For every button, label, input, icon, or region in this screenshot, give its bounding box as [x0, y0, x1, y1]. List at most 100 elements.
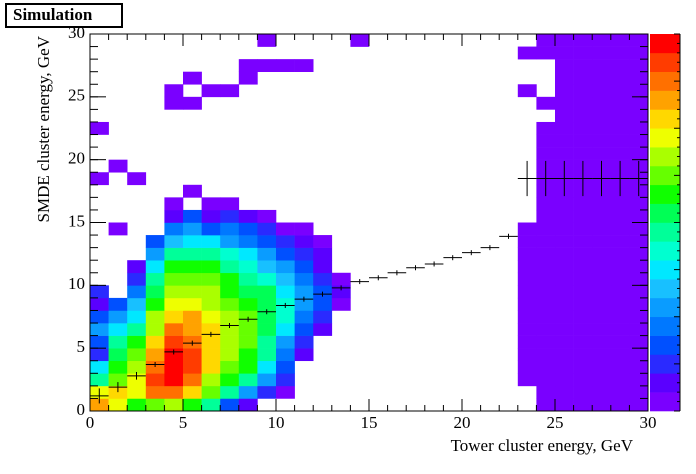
cell	[127, 385, 147, 399]
cell	[610, 71, 630, 85]
cell	[629, 310, 649, 324]
cell	[238, 297, 258, 311]
cell	[536, 335, 556, 349]
cell	[276, 247, 295, 261]
cell	[573, 59, 593, 72]
cell	[257, 385, 277, 399]
cell	[201, 197, 221, 211]
cell	[257, 59, 277, 72]
cell	[257, 348, 277, 362]
cell	[183, 96, 202, 110]
cell	[536, 96, 556, 110]
cell	[555, 46, 574, 60]
cell	[517, 335, 537, 349]
palette-box	[650, 71, 680, 91]
cell	[610, 121, 630, 135]
cell	[610, 297, 630, 311]
cell	[517, 310, 537, 324]
cell	[592, 360, 612, 374]
palette-box	[650, 184, 680, 204]
cell	[555, 96, 574, 110]
cell	[592, 71, 612, 85]
cell	[536, 323, 556, 336]
cell	[201, 360, 221, 374]
cell	[276, 385, 295, 399]
cell	[127, 172, 147, 186]
palette-box	[650, 203, 680, 223]
cell	[555, 297, 574, 311]
cell	[555, 34, 574, 47]
cell	[238, 385, 258, 399]
cell	[183, 235, 202, 248]
cell	[276, 310, 295, 324]
cell	[573, 297, 593, 311]
cell	[555, 272, 574, 286]
y-tick-label: 30	[68, 23, 85, 42]
x-tick-label: 30	[640, 413, 657, 432]
cell	[201, 235, 221, 248]
cell	[220, 373, 240, 387]
cell	[108, 398, 128, 412]
cell	[629, 46, 649, 60]
cell	[629, 235, 649, 248]
cell	[555, 147, 574, 160]
palette-box	[650, 392, 680, 412]
cell	[629, 335, 649, 349]
palette-box	[650, 279, 680, 299]
cell	[127, 310, 147, 324]
cell	[536, 260, 556, 274]
cell	[183, 260, 202, 274]
cell	[183, 398, 202, 412]
y-tick-label: 20	[68, 149, 85, 168]
cell	[294, 335, 314, 349]
cell	[610, 247, 630, 261]
x-tick-label: 0	[86, 413, 95, 432]
cell	[276, 222, 295, 236]
cell	[201, 260, 221, 274]
cell	[238, 272, 258, 286]
cell	[536, 310, 556, 324]
cell	[183, 297, 202, 311]
cell	[164, 84, 184, 98]
cell	[90, 121, 109, 135]
cell	[220, 235, 240, 248]
cell	[536, 121, 556, 135]
cell	[555, 109, 574, 123]
cell	[201, 272, 221, 286]
cell	[555, 260, 574, 274]
cell	[536, 46, 556, 60]
cell	[592, 235, 612, 248]
cell	[555, 59, 574, 72]
cell	[145, 310, 165, 324]
cell	[127, 398, 147, 412]
cell	[555, 373, 574, 387]
cell	[629, 373, 649, 387]
cell	[592, 297, 612, 311]
cell	[610, 360, 630, 374]
cell	[294, 260, 314, 274]
cell	[201, 398, 221, 412]
cell	[573, 134, 593, 148]
x-tick-label: 10	[268, 413, 285, 432]
cell	[145, 247, 165, 261]
cell	[517, 84, 537, 98]
cell	[238, 398, 258, 412]
cell	[201, 385, 221, 399]
cell	[127, 272, 147, 286]
cell	[573, 222, 593, 236]
cell	[629, 71, 649, 85]
cell	[555, 323, 574, 336]
y-tick-label: 25	[68, 86, 85, 105]
cell	[294, 222, 314, 236]
cell	[238, 323, 258, 336]
cell	[573, 285, 593, 299]
cell	[127, 260, 147, 274]
cell	[592, 134, 612, 148]
cell	[164, 247, 184, 261]
cell	[536, 147, 556, 160]
cell	[610, 348, 630, 362]
cell	[517, 348, 537, 362]
palette-box	[650, 34, 680, 54]
cell	[592, 247, 612, 261]
